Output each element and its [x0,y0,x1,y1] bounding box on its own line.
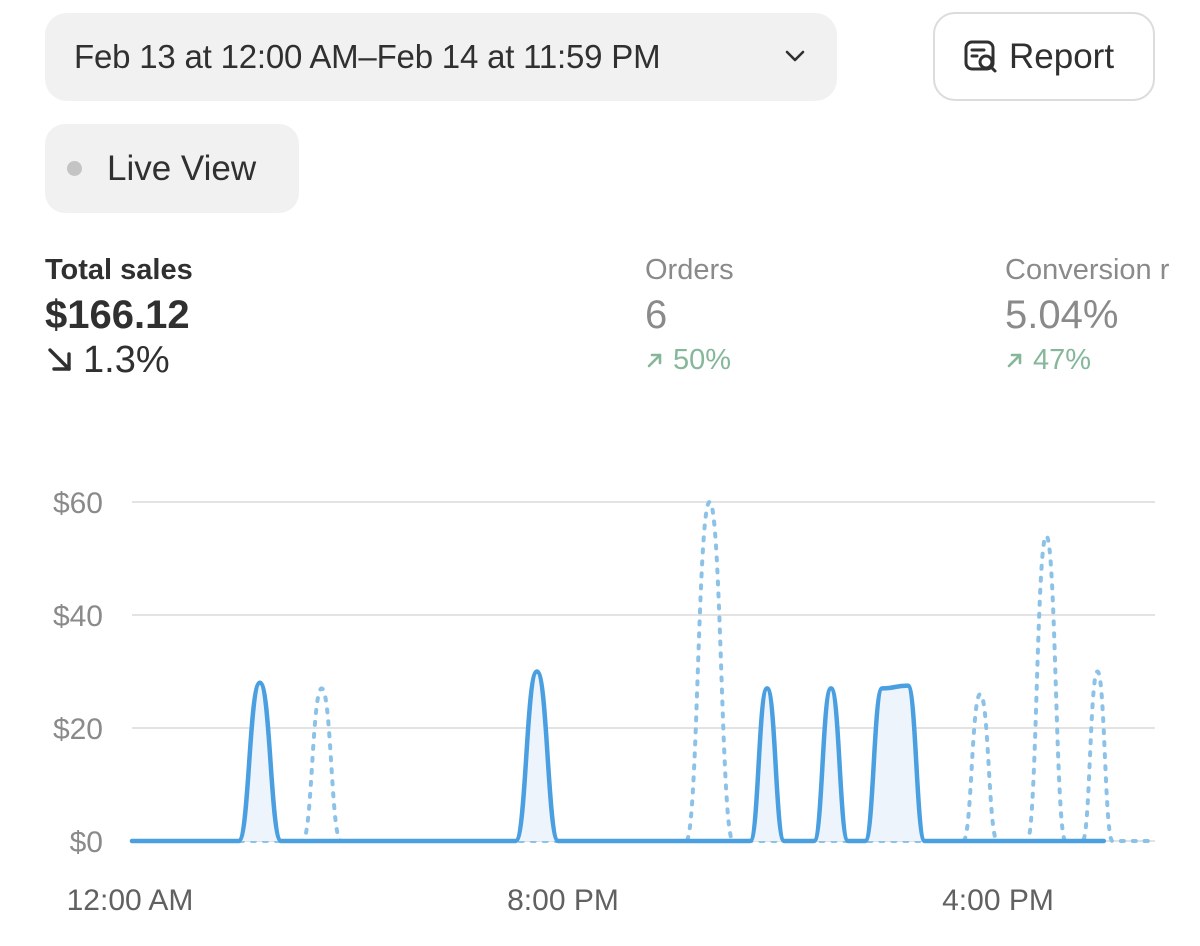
series-current-line [129,669,1107,844]
chevron-down-icon [785,50,805,62]
arrow-up-right-icon [647,353,662,368]
sales-chart: $60 $40 $20 $0 12:00 AM 8:00 PM 4:00 PM [53,487,1157,917]
y-tick-label: $0 [70,826,103,859]
metric-conversion-rate[interactable]: Conversion r 5.04% 47% [1005,252,1169,380]
x-tick-label: 8:00 PM [507,884,619,917]
live-view-button[interactable]: Live View [45,124,299,213]
metric-change-value: 50% [673,344,732,376]
x-tick-label: 12:00 AM [67,884,194,917]
live-view-label: Live View [107,148,257,188]
x-tick-label: 4:00 PM [942,884,1054,917]
date-range-label: Feb 13 at 12:00 AM–Feb 14 at 11:59 PM [74,38,661,75]
arrow-down-right-icon [48,348,71,371]
series-previous-line [130,499,1157,844]
metric-change-value: 47% [1033,344,1092,376]
arrow-up-right-icon [1007,353,1022,368]
metric-change: 47% [1005,340,1169,380]
date-range-selector[interactable]: Feb 13 at 12:00 AM–Feb 14 at 11:59 PM [45,13,837,101]
live-status-dot [67,161,82,176]
metric-total-sales[interactable]: Total sales $166.12 1.3% [45,252,193,380]
metric-title: Orders [645,254,734,286]
metric-title: Total sales [45,254,193,286]
report-button[interactable]: Report [933,12,1155,101]
metric-orders[interactable]: Orders 6 50% [645,252,734,380]
metric-change-value: 1.3% [83,339,170,381]
y-tick-label: $40 [53,600,103,633]
metric-change: 1.3% [45,340,193,380]
metric-title: Conversion r [1005,254,1170,286]
metric-value: $166.12 [45,293,190,337]
report-label: Report [1009,36,1115,76]
report-search-icon [964,40,997,72]
series-current-area [132,671,1104,841]
metric-change: 50% [645,340,734,380]
y-tick-label: $60 [53,487,103,520]
y-tick-label: $20 [53,713,103,746]
metric-value: 5.04% [1005,293,1119,337]
metric-value: 6 [645,293,668,337]
